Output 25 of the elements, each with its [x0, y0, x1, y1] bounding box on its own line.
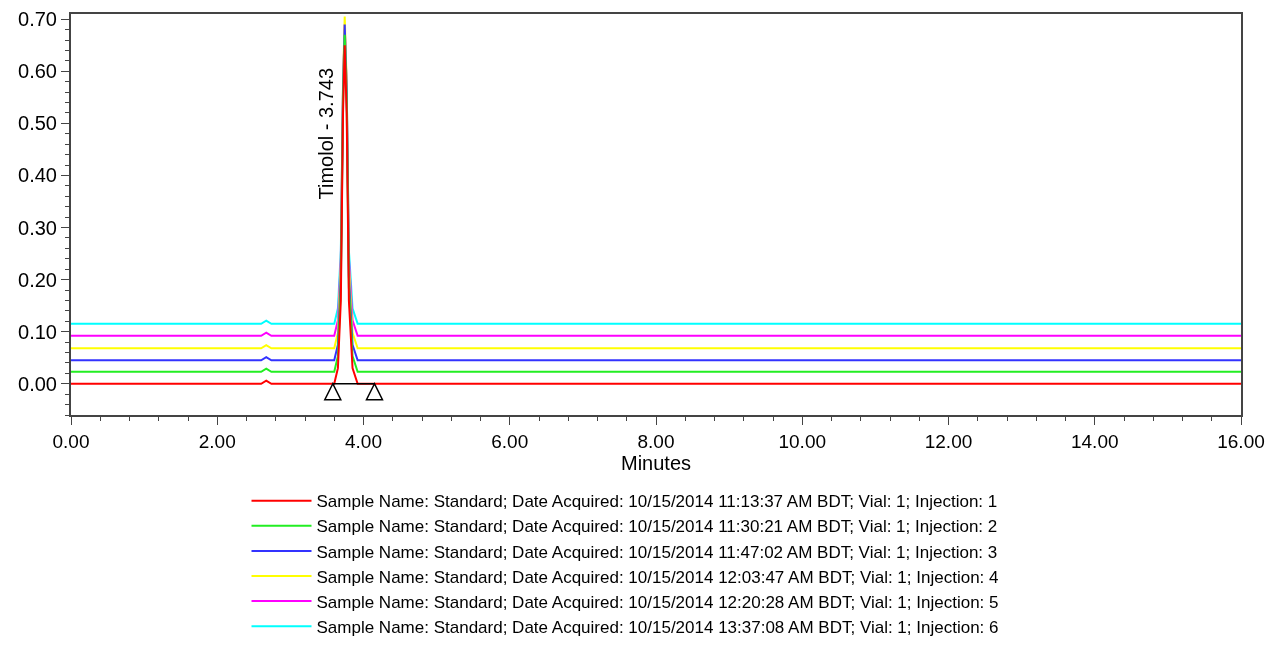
annotation: Timolol - 3.743 [314, 67, 337, 200]
x-tick-label: 2.00 [198, 430, 236, 452]
x-tick-label: 12.00 [924, 430, 973, 452]
legend-label: Sample Name: Standard; Date Acquired: 10/15/2014 12:20:28 AM BDT; Vial: 1; Injection: 5 [316, 592, 999, 612]
x-tick-label: 14.00 [1070, 430, 1119, 452]
legend-label: Sample Name: Standard; Date Acquired: 10/15/2014 13:37:08 AM BDT; Vial: 1; Injection: 6 [316, 617, 999, 637]
legend-label: Sample Name: Standard; Date Acquired: 10/15/2014 12:03:47 AM BDT; Vial: 1; Injection: 4 [316, 567, 999, 587]
x-tick-label: 6.00 [491, 430, 529, 452]
y-tick-label: 0.40 [18, 164, 57, 187]
legend-label: Sample Name: Standard; Date Acquired: 10/15/2014 11:30:21 AM BDT; Vial: 1; Injection: 2 [316, 517, 998, 537]
x-tick-label: 4.00 [345, 430, 382, 452]
y-tick-label: 0.10 [18, 320, 57, 343]
legend-label: Sample Name: Standard; Date Acquired: 10/15/2014 11:13:37 AM BDT; Vial: 1; Injection: 1 [316, 492, 998, 512]
x-tick-label: 8.00 [637, 430, 675, 452]
y-tick-label: 0.50 [18, 112, 57, 135]
x-tick-label: 0.00 [52, 430, 90, 452]
x-tick-label: 16.00 [1217, 430, 1265, 452]
y-tick-label: 0.30 [18, 216, 57, 239]
y-tick-label: 0.60 [18, 60, 57, 83]
y-tick-label: 0.70 [18, 8, 57, 31]
x-axis-title: Minutes [620, 451, 692, 474]
x-tick-label: 10.00 [778, 430, 827, 452]
legend-label: Sample Name: Standard; Date Acquired: 10/15/2014 11:47:02 AM BDT; Vial: 1; Injection: 3 [316, 542, 998, 562]
y-tick-label: 0.20 [18, 268, 57, 291]
y-tick-label: 0.00 [18, 372, 57, 395]
